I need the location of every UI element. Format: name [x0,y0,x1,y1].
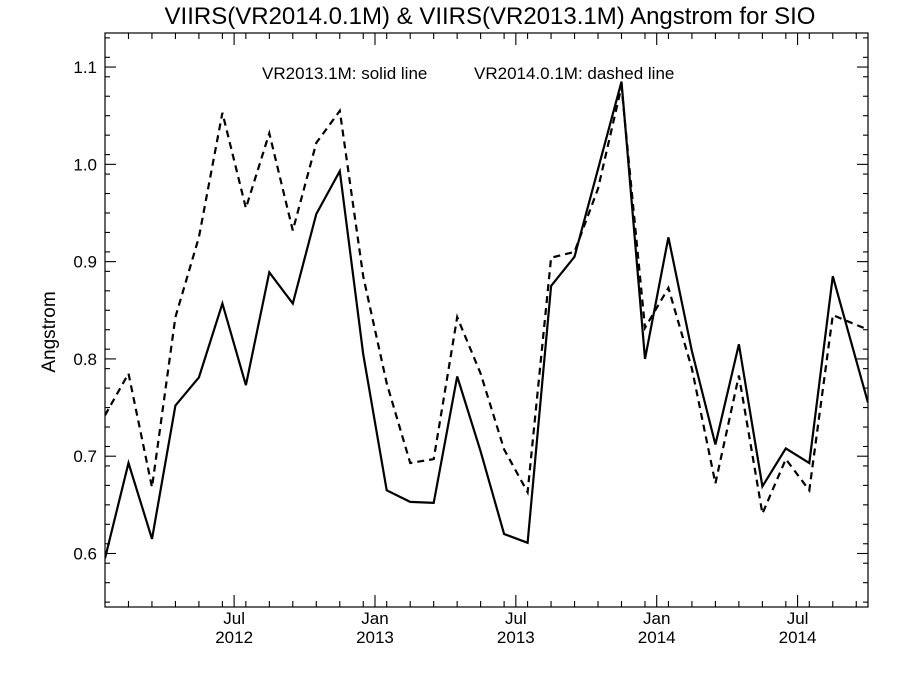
x-tick-label-month: Jul [787,609,809,628]
x-tick-label-year: 2012 [215,628,253,647]
y-tick-label: 1.1 [73,58,97,77]
y-tick-label: 1.0 [73,155,97,174]
x-tick-label-year: 2013 [356,628,394,647]
axis-ticks [105,33,868,607]
y-tick-label: 0.7 [73,447,97,466]
x-tick-label-year: 2014 [638,628,676,647]
x-tick-label-month: Jul [505,609,527,628]
plot-frame [104,32,869,608]
series-line-dashed [105,86,868,518]
y-axis-label: Angstrom [39,291,60,372]
x-tick-label-month: Jul [223,609,245,628]
legend-solid-annotation: VR2013.1M: solid line [262,64,427,83]
y-tick-label: 0.9 [73,253,97,272]
chart-title: VIIRS(VR2014.0.1M) & VIIRS(VR2013.1M) An… [165,3,816,30]
series-group [105,81,868,559]
x-tick-label-month: Jan [643,609,670,628]
tick-labels: 0.60.70.80.91.01.1Jul2012Jan2013Jul2013J… [73,58,816,647]
y-tick-label: 0.6 [73,544,97,563]
y-tick-label: 0.8 [73,350,97,369]
series-line-solid [105,81,868,559]
legend-dashed-annotation: VR2014.0.1M: dashed line [474,64,674,83]
x-tick-label-year: 2014 [779,628,817,647]
x-tick-label-year: 2013 [497,628,535,647]
x-tick-label-month: Jan [361,609,388,628]
